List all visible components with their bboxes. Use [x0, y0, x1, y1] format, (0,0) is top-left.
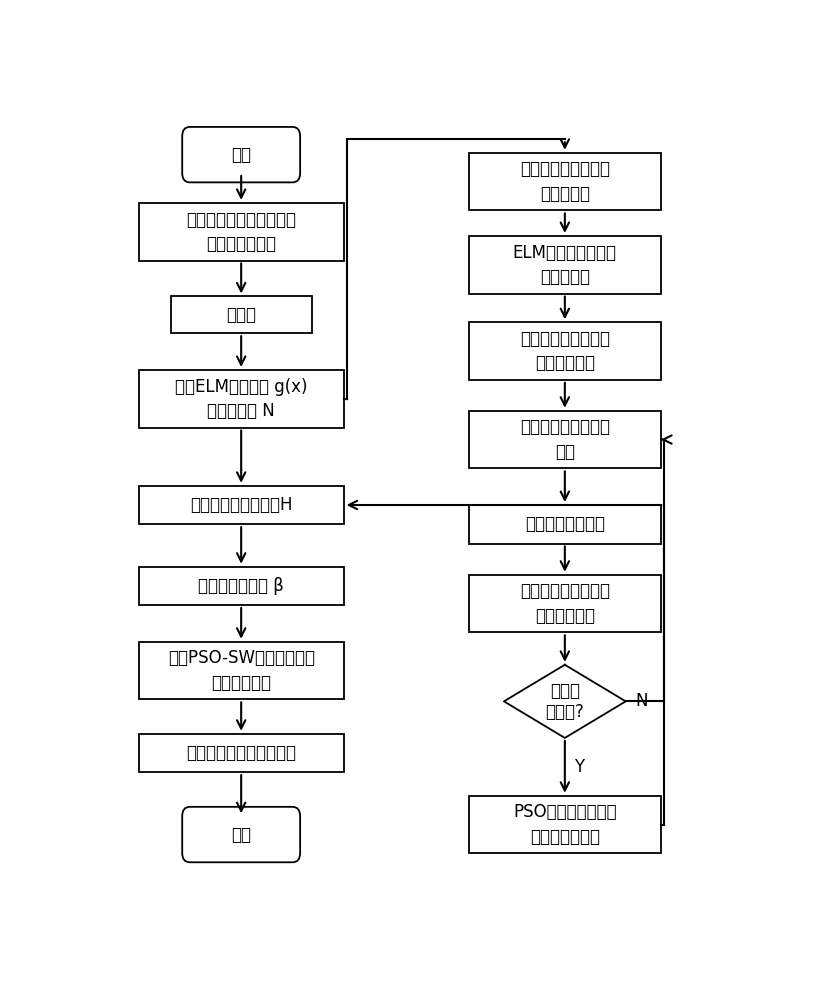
Text: 初始化粒子群以及其: 初始化粒子群以及其	[520, 160, 609, 178]
Text: 保存PSO-SW极限学习机模: 保存PSO-SW极限学习机模	[168, 649, 315, 667]
Bar	[469, 796, 661, 853]
Bar	[139, 486, 344, 524]
Bar	[469, 411, 661, 468]
Polygon shape	[504, 665, 626, 738]
Text: 藏层权値、阈値: 藏层权値、阈値	[530, 828, 600, 846]
Text: 计算隐藏层输出矩阵H: 计算隐藏层输出矩阵H	[190, 496, 293, 514]
Text: 粒子适应度: 粒子适应度	[540, 268, 590, 286]
Text: 满足终: 满足终	[550, 682, 580, 700]
Text: 型并输入数据: 型并输入数据	[211, 674, 271, 692]
Text: 开始: 开始	[232, 146, 251, 164]
Text: 计算输出层权重 β: 计算输出层权重 β	[198, 577, 284, 595]
Text: ELM网络训练并计算: ELM网络训练并计算	[513, 244, 617, 262]
Text: 农田采集的有限土壤环境: 农田采集的有限土壤环境	[186, 211, 296, 229]
Text: 结束: 结束	[232, 826, 251, 844]
Bar	[170, 296, 312, 333]
Text: 群体最优位置: 群体最优位置	[535, 354, 595, 372]
Bar	[469, 505, 661, 544]
Text: PSO优化的输入层隐: PSO优化的输入层隐	[513, 803, 617, 821]
FancyBboxPatch shape	[182, 807, 300, 862]
Text: 粒子速度更新、位置: 粒子速度更新、位置	[520, 418, 609, 436]
Text: Y: Y	[574, 758, 584, 776]
Bar	[139, 370, 344, 428]
Text: 重新算粒子适应度: 重新算粒子适应度	[525, 515, 605, 533]
Text: 更新: 更新	[555, 443, 575, 461]
Bar	[139, 642, 344, 699]
Text: 设置ELM激活函数 g(x): 设置ELM激活函数 g(x)	[175, 378, 308, 396]
Bar	[139, 734, 344, 772]
Text: 寻找个体最优位置和: 寻找个体最优位置和	[520, 330, 609, 348]
Bar	[469, 575, 661, 632]
Text: 训练集: 训练集	[226, 306, 256, 324]
Bar	[469, 153, 661, 210]
Text: 个体最优位置和群体: 个体最优位置和群体	[520, 582, 609, 600]
Text: N: N	[635, 692, 648, 710]
Text: 隐藏层节点 N: 隐藏层节点 N	[208, 402, 275, 420]
FancyBboxPatch shape	[182, 127, 300, 182]
Text: 数据和气象数据: 数据和气象数据	[206, 235, 276, 253]
Text: 最优位置更新: 最优位置更新	[535, 607, 595, 625]
Text: 止条件?: 止条件?	[545, 703, 585, 721]
Bar	[469, 236, 661, 294]
Bar	[139, 567, 344, 605]
Text: 输出作物蜃腾量预测结果: 输出作物蜃腾量预测结果	[186, 744, 296, 762]
Text: 位置、速度: 位置、速度	[540, 185, 590, 203]
Bar	[469, 322, 661, 380]
Bar	[139, 203, 344, 261]
